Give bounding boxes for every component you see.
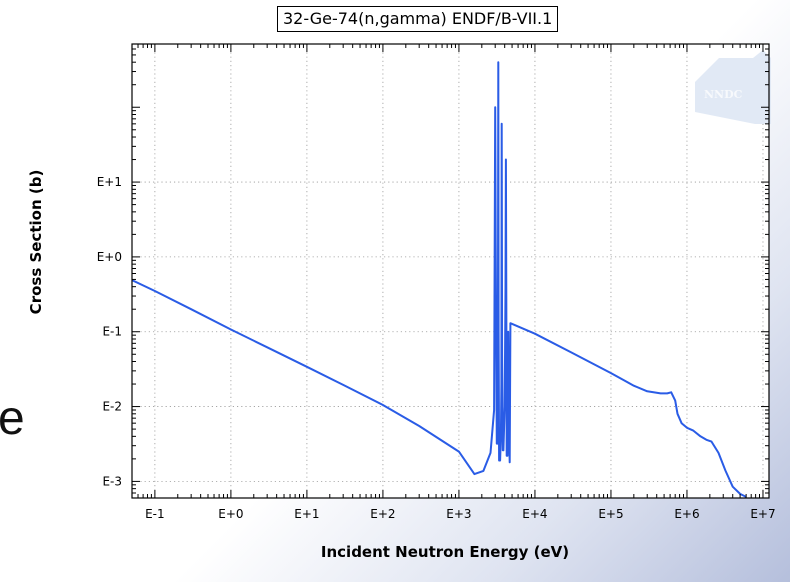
chart-figure: NNDC E-1 E+0 E+1 E+2 E+3 E+4 E+5 E+6 E+7 E-3 E-2 E-… — [15, 0, 790, 582]
y-tick-label: E+0 — [97, 250, 122, 264]
y-axis-title: Cross Section (b) — [27, 170, 45, 315]
y-tick-label: E-1 — [102, 325, 122, 339]
chart-plot: NNDC E-1 E+0 E+1 E+2 E+3 E+4 E+5 E+6 E+7 E-3 E-2 E-… — [15, 0, 790, 582]
x-tick-label: E+5 — [598, 507, 623, 521]
svg-text:NNDC: NNDC — [704, 88, 743, 101]
plot-area — [132, 44, 769, 498]
y-tick-label: E+1 — [97, 175, 122, 189]
y-tick-label: E-2 — [102, 400, 122, 414]
x-tick-label: E+2 — [370, 507, 395, 521]
x-axis-title: Incident Neutron Energy (eV) — [321, 543, 569, 561]
x-tick-label: E+7 — [750, 507, 775, 521]
x-tick-label: E+0 — [218, 507, 243, 521]
y-tick-label: E-3 — [102, 474, 122, 488]
x-tick-label: E+3 — [446, 507, 471, 521]
chart-title: 32-Ge-74(n,gamma) ENDF/B-VII.1 — [277, 6, 558, 32]
x-tick-label: E+4 — [522, 507, 547, 521]
x-tick-label: E+1 — [294, 507, 319, 521]
x-tick-label: E-1 — [145, 507, 165, 521]
x-tick-label: E+6 — [674, 507, 699, 521]
